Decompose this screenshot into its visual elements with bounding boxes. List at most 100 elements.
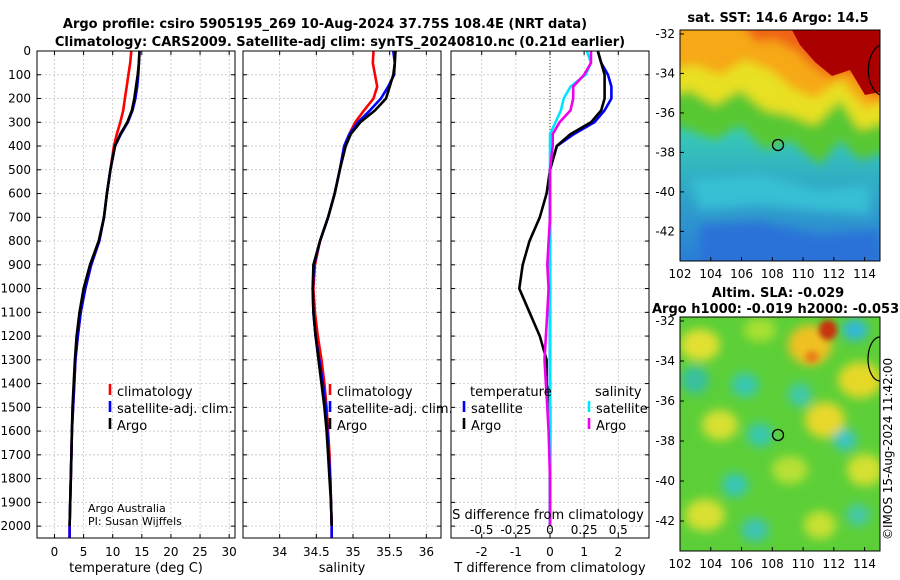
legend-label: climatology [337,385,413,400]
x-tick-label: 36 [419,545,434,559]
x-tick-label: 0 [546,545,554,559]
map-y-tick-label: -36 [655,106,675,120]
y-tick-label: 500 [8,163,31,177]
map-x-tick-label: 106 [730,267,753,281]
salinity-profile-frame [242,50,442,539]
series-climatology [68,50,133,538]
y-tick-label: 1700 [0,448,31,462]
series-climatology [312,50,379,538]
series-satellite-adj-clim- [68,50,141,538]
map-y-tick-label: -40 [655,185,675,199]
temperature-panel: 0 5 10 15 20 25 30 temperature (deg C) 0 100 200 30… [0,44,236,576]
map-x-tick-label: 110 [792,557,815,571]
map-x-tick-label: 114 [853,557,876,571]
y-tick-label: 600 [8,187,31,201]
map-x-tick-label: 108 [761,557,784,571]
y-tick-label: 1600 [0,424,31,438]
series-temperature-argo [518,50,606,527]
series-argo [68,50,141,527]
s-tick-label: 0.25 [571,523,598,537]
x-tick-label: 10 [105,545,120,559]
sst-argo-marker [771,138,785,152]
x-tick-label: 34 [272,545,287,559]
legend-label: satellite [596,402,648,417]
x-tick-label: 35.5 [376,545,403,559]
map-x-tick-label: 108 [761,267,784,281]
s-tick-label: 0 [546,523,554,537]
sla-map: Altim. SLA: -0.029 Argo h1000: -0.019 h2… [652,286,899,571]
y-tick-label: 1500 [0,400,31,414]
series-argo [311,50,397,527]
map-x-tick-label: 112 [822,267,845,281]
map-x-tick-label: 112 [822,557,845,571]
legend-label: Argo [117,419,147,434]
x-tick-label: -2 [476,545,488,559]
map-y-tick-label: -42 [655,224,675,238]
watermark: ©IMOS 15-Aug-2024 11:42:00 [881,358,895,540]
s-tick-label: 0.5 [609,523,628,537]
x-tick-label: 1 [580,545,588,559]
map-y-tick-label: -34 [655,66,675,80]
legend-salinity-title: salinity [595,385,642,400]
y-tick-label: 300 [8,115,31,129]
x-tick-label: 30 [222,545,237,559]
credit-line-2: PI: Susan Wijffels [88,515,182,528]
y-tick-label: 100 [8,68,31,82]
map-x-tick-label: 104 [699,557,722,571]
s-axis-label: S difference from climatology [452,508,644,523]
map-x-tick-label: 114 [853,267,876,281]
map-x-tick-label: 106 [730,557,753,571]
y-tick-label: 1000 [0,282,31,296]
map-y-tick-label: -40 [655,474,675,488]
legend-label: climatology [117,385,193,400]
y-tick-label: 200 [8,92,31,106]
x-tick-label: 20 [163,545,178,559]
legend-label: Argo [471,419,501,434]
map-x-tick-label: 102 [669,557,692,571]
series-salinity-argo [543,51,593,527]
sla-argo-marker [771,428,785,442]
map-y-tick-label: -32 [655,27,675,41]
s-tick-label: -0.5 [470,523,493,537]
map-y-tick-label: -38 [655,434,675,448]
map-x-tick-label: 110 [792,267,815,281]
sla-map-frame [679,316,881,552]
y-tick-label: 700 [8,210,31,224]
sst-map-title: sat. SST: 14.6 Argo: 14.5 [687,11,868,26]
map-y-tick-label: -32 [655,314,675,328]
s-tick-label: -0.25 [500,523,531,537]
x-tick-label: 25 [192,545,207,559]
salinity-panel: 34 34.5 35 35.5 36 salinity climatology satelli… [242,50,453,576]
temperature-profile-frame [36,50,236,539]
x-tick-label: 0 [51,545,59,559]
y-tick-label: 1800 [0,472,31,486]
legend-label: satellite-adj. clim. [117,402,233,417]
x-tick-label: 35 [345,545,360,559]
x-tick-label: 2 [614,545,622,559]
title-line-1: Argo profile: csiro 5905195_269 10-Aug-2… [63,17,587,32]
y-tick-label: 400 [8,139,31,153]
sst-map: sat. SST: 14.6 Argo: 14.5 102 104 106 108 11… [655,11,881,281]
map-y-tick-label: -38 [655,145,675,159]
x-axis-label: temperature (deg C) [69,561,203,576]
x-tick-label: 15 [134,545,149,559]
legend-label: Argo [337,419,367,434]
y-tick-label: 900 [8,258,31,272]
y-tick-label: 1100 [0,305,31,319]
sla-map-title-line-1: Altim. SLA: -0.029 [712,286,844,301]
sst-map-frame [679,29,881,262]
map-y-tick-label: -34 [655,354,675,368]
y-tick-label: 1300 [0,353,31,367]
legend-temperature-title: temperature [470,385,552,400]
map-x-tick-label: 104 [699,267,722,281]
map-y-tick-label: -36 [655,394,675,408]
x-axis-label: T difference from climatology [453,561,646,576]
legend-label: satellite [471,402,523,417]
y-tick-label: 800 [8,234,31,248]
x-tick-label: 34.5 [303,545,330,559]
y-tick-label: 1900 [0,495,31,509]
difference-panel: -2 -1 0 1 2 T difference from climatology temp… [450,50,650,576]
y-tick-label: 1400 [0,377,31,391]
credit-line-1: Argo Australia [88,502,166,515]
